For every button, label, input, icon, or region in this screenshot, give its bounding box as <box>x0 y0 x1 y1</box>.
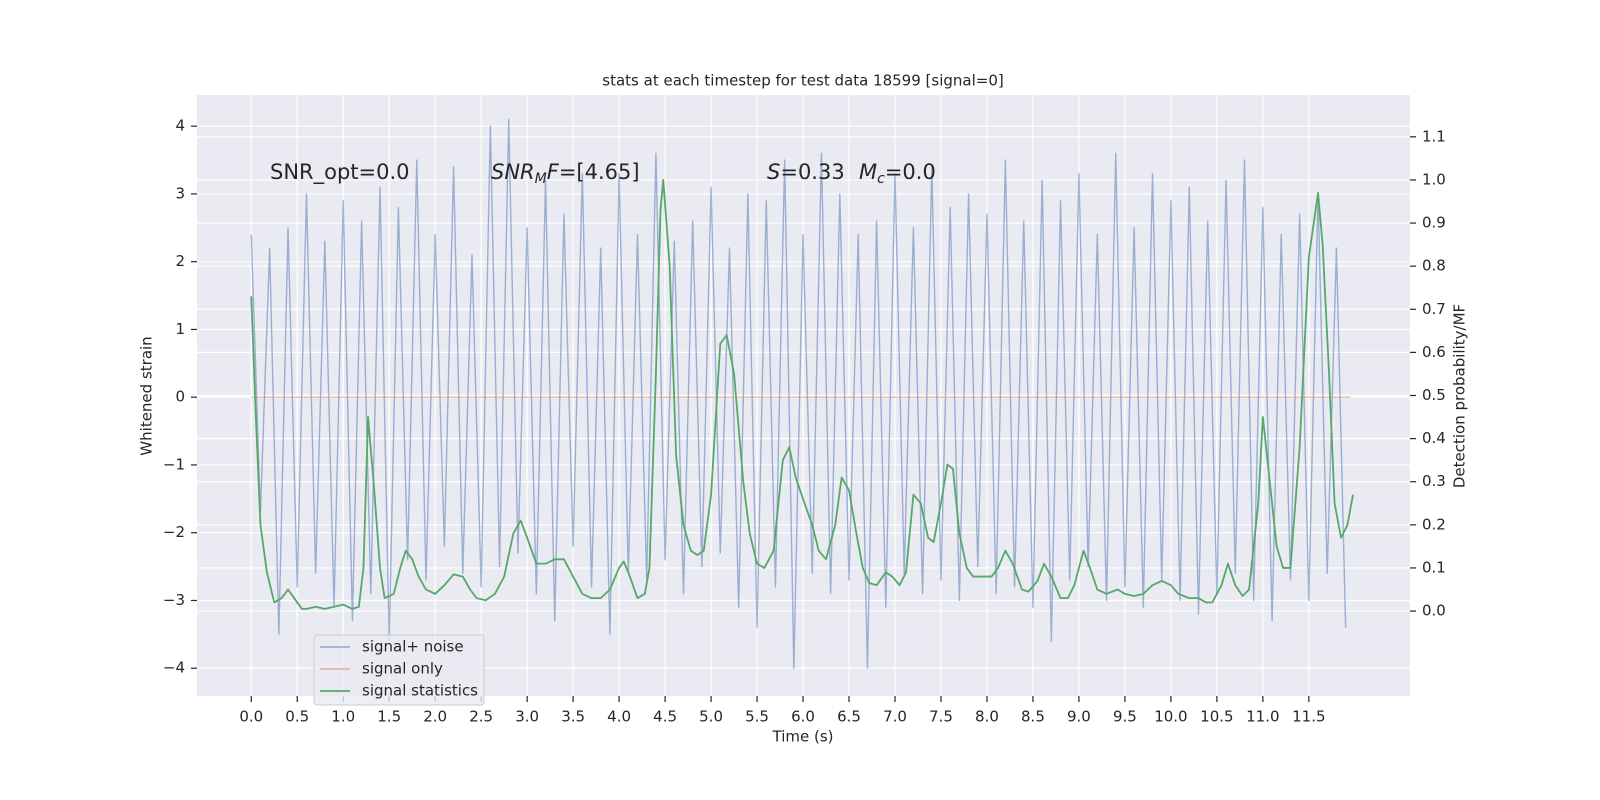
y-tick-label: 0 <box>175 388 185 406</box>
x-tick-label: 1.5 <box>377 708 401 726</box>
legend-label: signal statistics <box>362 682 478 700</box>
y-tick-label: −4 <box>163 659 185 677</box>
x-tick-label: 6.5 <box>837 708 861 726</box>
x-tick-label: 5.0 <box>699 708 723 726</box>
x-tick-label: 8.0 <box>975 708 999 726</box>
y2-tick-label: 0.2 <box>1422 515 1446 533</box>
x-tick-label: 10.0 <box>1154 708 1187 726</box>
annotation-part: F <box>547 160 560 184</box>
annotation-part: M <box>535 171 547 187</box>
y-tick-label: 3 <box>175 184 185 202</box>
x-tick-label: 8.5 <box>1021 708 1045 726</box>
legend-box <box>313 634 485 706</box>
x-tick-label: 2.0 <box>423 708 447 726</box>
y-tick-label: 1 <box>175 320 185 338</box>
x-tick-label: 0.0 <box>239 708 263 726</box>
y2-tick-label: 1.1 <box>1422 127 1446 145</box>
series-line <box>250 179 1354 610</box>
annotation-part: =0.0 <box>885 160 936 184</box>
y2-tick-label: 0.6 <box>1422 343 1446 361</box>
x-tick-label: 10.5 <box>1200 708 1233 726</box>
y2-tick-label: 0.4 <box>1422 429 1446 447</box>
x-tick-label: 3.5 <box>561 708 585 726</box>
y2-tick-label: 0.5 <box>1422 386 1446 404</box>
annotation-part: M <box>859 160 877 184</box>
annotation-part: =0.33 <box>780 160 844 184</box>
series-line <box>250 118 1347 669</box>
x-tick-label: 6.0 <box>791 708 815 726</box>
y-tick-label: −2 <box>163 523 185 541</box>
y2-axis-label: Detection probability/MF <box>1451 304 1469 488</box>
y2-tick-label: 0.8 <box>1422 257 1446 275</box>
x-tick-label: 1.0 <box>331 708 355 726</box>
x-tick-label: 11.0 <box>1246 708 1279 726</box>
y-axis-label: Whitened strain <box>138 336 156 455</box>
y2-tick-label: 1.0 <box>1422 170 1446 188</box>
y2-tick-label: 0.3 <box>1422 472 1446 490</box>
annotation-part: SNR_opt=0.0 <box>270 160 410 185</box>
chart-title: stats at each timestep for test data 185… <box>602 72 1003 90</box>
x-tick-label: 3.0 <box>515 708 539 726</box>
y2-tick-label: 0.9 <box>1422 214 1446 232</box>
x-tick-label: 9.5 <box>1113 708 1137 726</box>
annotation: SNRMF=[4.65] <box>491 160 640 187</box>
x-tick-label: 9.0 <box>1067 708 1091 726</box>
annotation: Mc=0.0 <box>859 160 936 187</box>
y2-tick-label: 0.7 <box>1422 300 1446 318</box>
x-tick-label: 2.5 <box>469 708 493 726</box>
y2-tick-label: 0.0 <box>1422 602 1446 620</box>
y-tick-label: 4 <box>175 117 185 135</box>
x-axis-label: Time (s) <box>772 728 834 746</box>
annotation-part: SNR <box>491 160 535 184</box>
x-tick-label: 4.5 <box>653 708 677 726</box>
x-tick-label: 0.5 <box>285 708 309 726</box>
y-tick-label: −3 <box>163 591 185 609</box>
x-tick-label: 7.5 <box>929 708 953 726</box>
x-tick-label: 5.5 <box>745 708 769 726</box>
legend-label: signal only <box>362 660 443 678</box>
annotation-part: c <box>877 171 885 187</box>
y2-tick-label: 0.1 <box>1422 558 1446 576</box>
annotation: S=0.33 <box>767 160 845 184</box>
y-tick-label: −1 <box>163 455 185 473</box>
annotation-part: =[4.65] <box>559 160 640 184</box>
annotation: SNR_opt=0.0 <box>270 160 410 185</box>
annotation-part: S <box>767 160 780 184</box>
legend-label: signal+ noise <box>362 638 464 656</box>
x-tick-label: 11.5 <box>1292 708 1325 726</box>
y-tick-label: 2 <box>175 252 185 270</box>
x-tick-label: 7.0 <box>883 708 907 726</box>
x-tick-label: 4.0 <box>607 708 631 726</box>
